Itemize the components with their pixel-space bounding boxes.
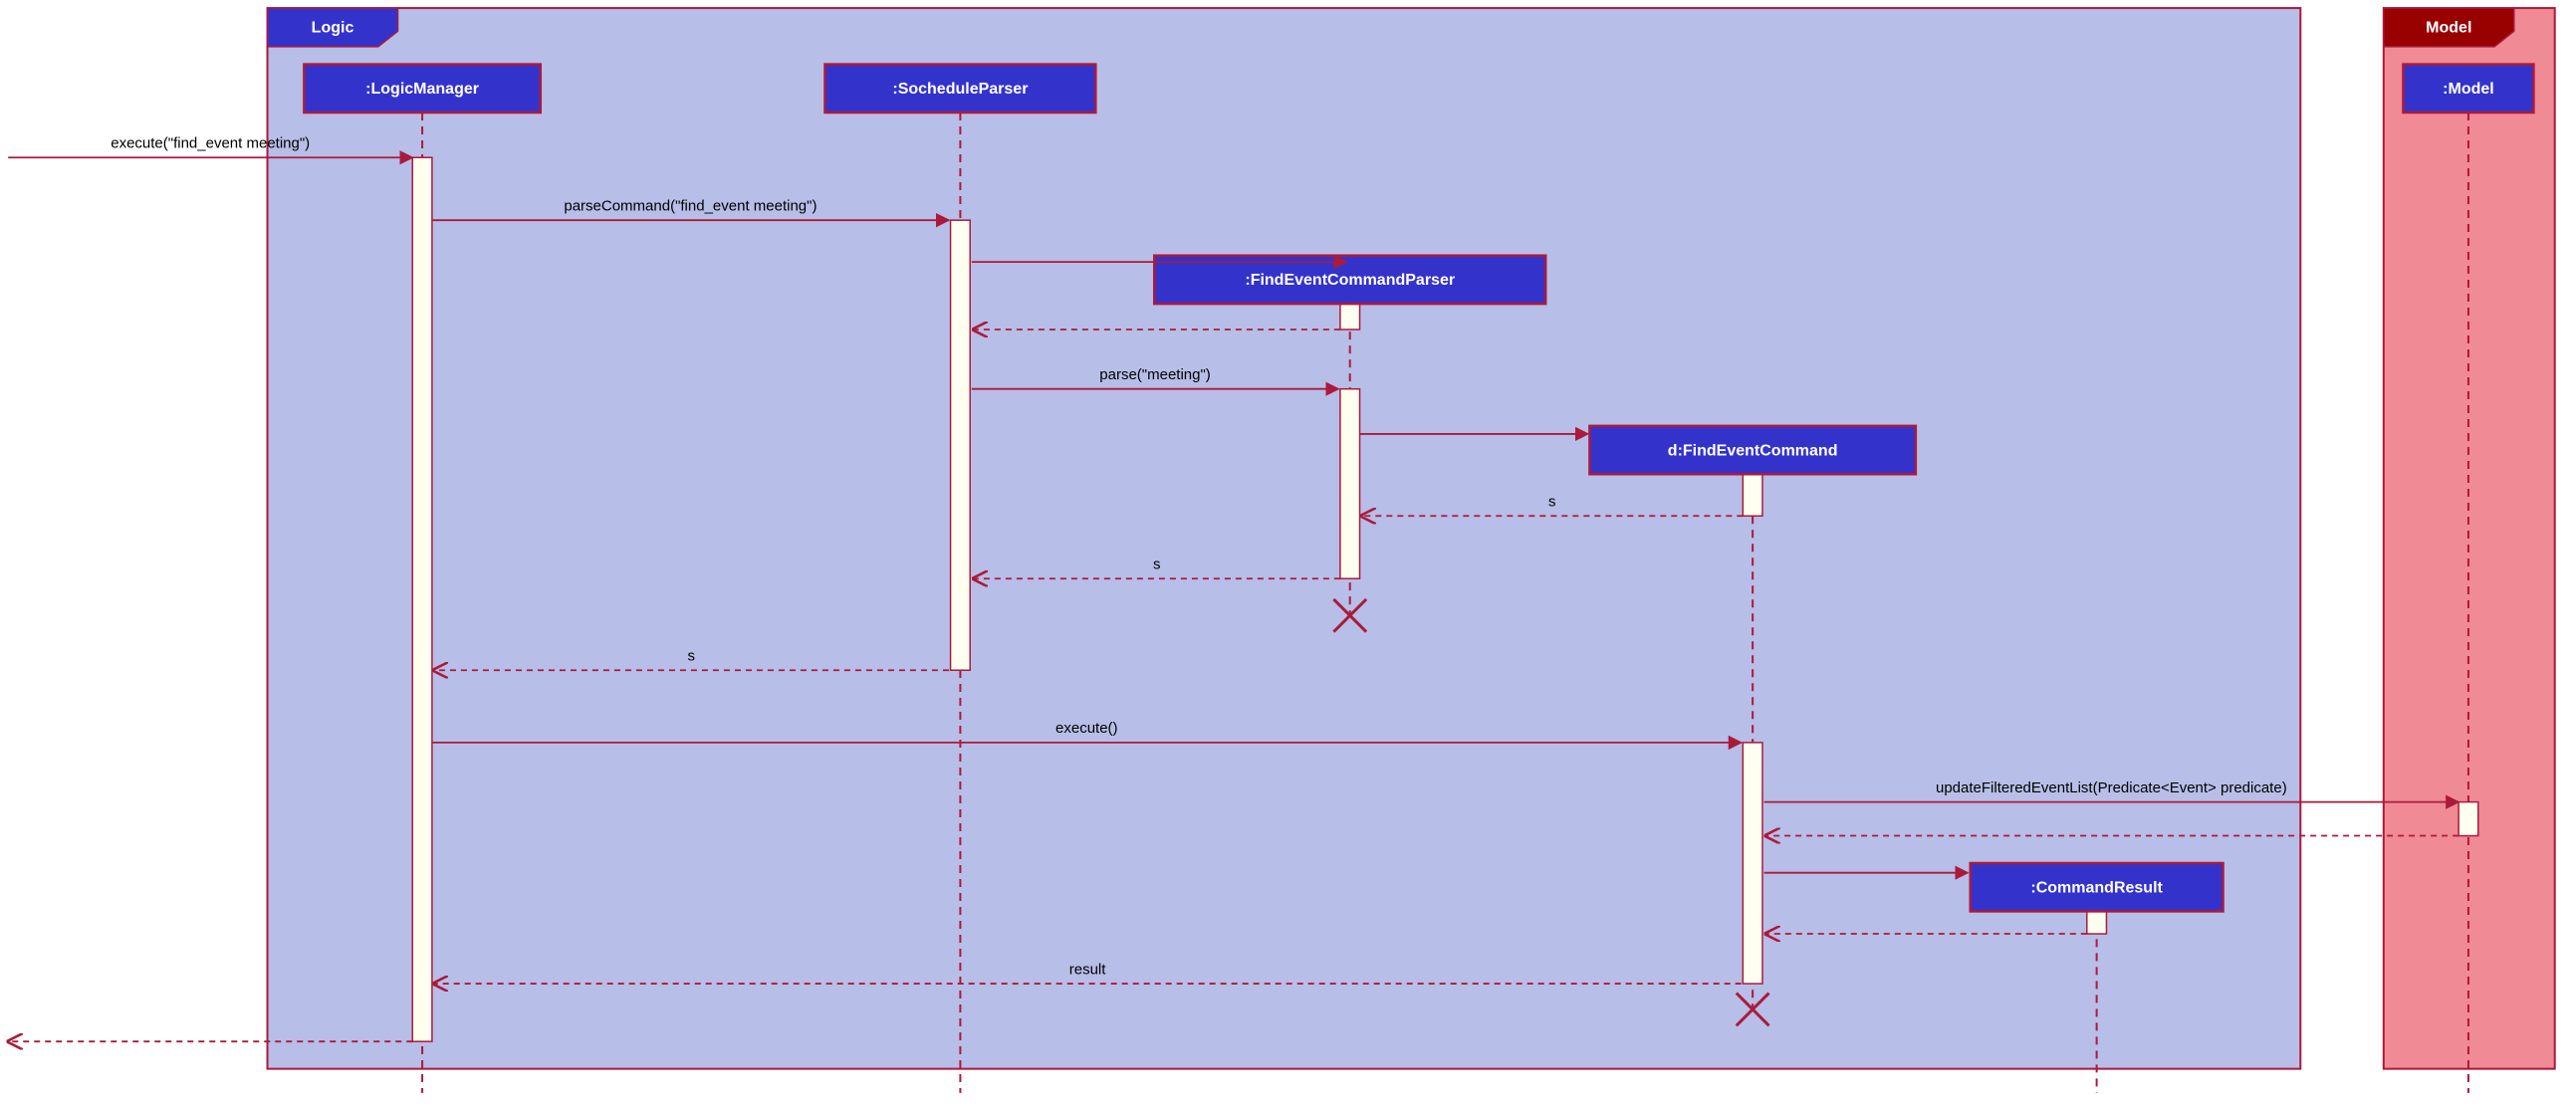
svg-text::CommandResult: :CommandResult: [2030, 879, 2163, 896]
message-label: result: [1069, 961, 1107, 978]
activation-bar: [2459, 802, 2478, 836]
message-label: parse("meeting"): [1099, 366, 1211, 383]
message-label: parseCommand("find_event meeting"): [564, 197, 817, 214]
svg-text:d:FindEventCommand: d:FindEventCommand: [1668, 442, 1838, 459]
svg-text::Model: :Model: [2443, 81, 2494, 98]
message-label: updateFilteredEventList(Predicate<Event>…: [1936, 779, 2287, 796]
message-label: s: [1153, 556, 1161, 573]
message-label: s: [687, 648, 695, 665]
activation-bar: [2087, 911, 2107, 934]
svg-text:Model: Model: [2426, 20, 2471, 37]
activation-bar: [412, 157, 432, 1041]
activation-bar: [951, 220, 971, 670]
sequence-diagram: Logic Model :LogicManager :SocheduleParser:…: [0, 0, 2576, 1109]
message-label: execute(): [1055, 720, 1118, 737]
activation-bar: [1340, 304, 1360, 330]
svg-text::FindEventCommandParser: :FindEventCommandParser: [1245, 272, 1455, 289]
svg-text::SocheduleParser: :SocheduleParser: [892, 81, 1028, 98]
activation-bar: [1743, 743, 1762, 984]
activation-bar: [1743, 474, 1762, 516]
message-label: s: [1548, 494, 1556, 511]
svg-text:Logic: Logic: [312, 20, 354, 37]
svg-text::LogicManager: :LogicManager: [365, 81, 479, 98]
activation-bar: [1340, 389, 1360, 579]
message-label: execute("find_event meeting"): [111, 135, 310, 152]
